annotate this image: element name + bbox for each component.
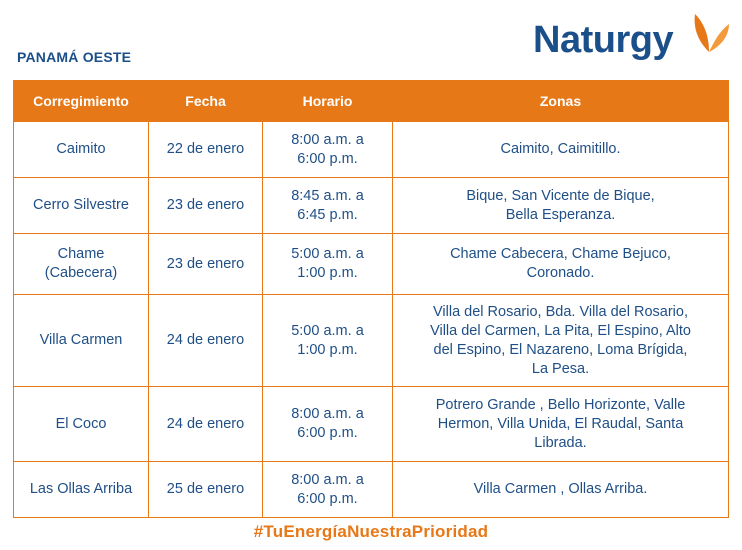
- table-row: Caimito 22 de enero 8:00 a.m. a 6:00 p.m…: [13, 121, 729, 178]
- header-corregimiento: Corregimiento: [13, 80, 149, 122]
- cell-horario: 8:00 a.m. a 6:00 p.m.: [262, 121, 393, 178]
- cell-zonas: Bique, San Vicente de Bique, Bella Esper…: [392, 177, 729, 234]
- table-header-row: Corregimiento Fecha Horario Zonas: [13, 80, 729, 122]
- cell-corregimiento: Las Ollas Arriba: [13, 461, 149, 518]
- cell-corregimiento: Villa Carmen: [13, 294, 149, 387]
- butterfly-icon: [694, 14, 729, 52]
- logo-text: Naturgy: [533, 19, 674, 61]
- table-row: El Coco 24 de enero 8:00 a.m. a 6:00 p.m…: [13, 386, 729, 462]
- region-title: PANAMÁ OESTE: [17, 49, 132, 65]
- schedule-table: Corregimiento Fecha Horario Zonas Caimit…: [13, 80, 729, 518]
- cell-zonas: Villa Carmen , Ollas Arriba.: [392, 461, 729, 518]
- table-row: Villa Carmen 24 de enero 5:00 a.m. a 1:0…: [13, 294, 729, 387]
- cell-zonas: Potrero Grande , Bello Horizonte, Valle …: [392, 386, 729, 462]
- cell-corregimiento: Chame (Cabecera): [13, 233, 149, 295]
- header-fecha: Fecha: [148, 80, 263, 122]
- cell-horario: 8:45 a.m. a 6:45 p.m.: [262, 177, 393, 234]
- footer-hashtag: #TuEnergíaNuestraPrioridad: [253, 522, 489, 541]
- cell-fecha: 25 de enero: [148, 461, 263, 518]
- cell-zonas: Chame Cabecera, Chame Bejuco, Coronado.: [392, 233, 729, 295]
- cell-corregimiento: El Coco: [13, 386, 149, 462]
- cell-fecha: 24 de enero: [148, 294, 263, 387]
- cell-fecha: 23 de enero: [148, 177, 263, 234]
- header-zonas: Zonas: [392, 80, 729, 122]
- table-row: Chame (Cabecera) 23 de enero 5:00 a.m. a…: [13, 233, 729, 295]
- table-row: Cerro Silvestre 23 de enero 8:45 a.m. a …: [13, 177, 729, 234]
- cell-zonas: Caimito, Caimitillo.: [392, 121, 729, 178]
- cell-corregimiento: Cerro Silvestre: [13, 177, 149, 234]
- naturgy-logo: Naturgy: [533, 12, 733, 64]
- cell-fecha: 22 de enero: [148, 121, 263, 178]
- table-row: Las Ollas Arriba 25 de enero 8:00 a.m. a…: [13, 461, 729, 518]
- cell-fecha: 23 de enero: [148, 233, 263, 295]
- header-horario: Horario: [262, 80, 393, 122]
- cell-zonas: Villa del Rosario, Bda. Villa del Rosari…: [392, 294, 729, 387]
- cell-horario: 8:00 a.m. a 6:00 p.m.: [262, 386, 393, 462]
- cell-horario: 5:00 a.m. a 1:00 p.m.: [262, 233, 393, 295]
- cell-horario: 5:00 a.m. a 1:00 p.m.: [262, 294, 393, 387]
- cell-corregimiento: Caimito: [13, 121, 149, 178]
- cell-fecha: 24 de enero: [148, 386, 263, 462]
- cell-horario: 8:00 a.m. a 6:00 p.m.: [262, 461, 393, 518]
